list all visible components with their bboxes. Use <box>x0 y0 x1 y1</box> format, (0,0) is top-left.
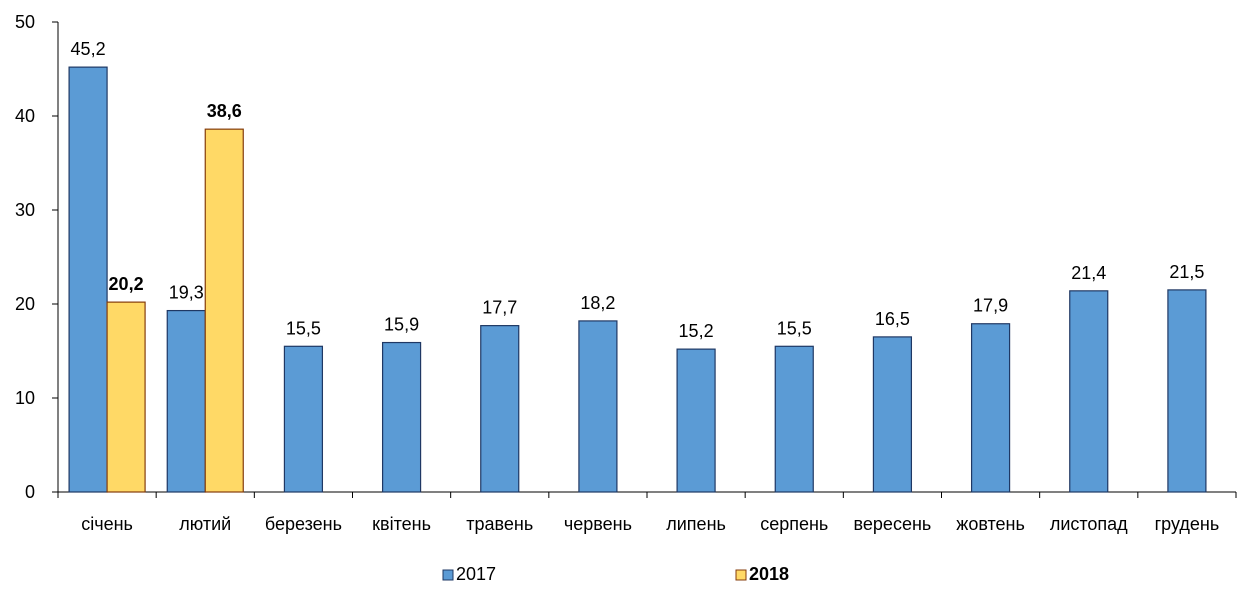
bar-2017 <box>480 325 520 493</box>
y-tick-label: 30 <box>15 200 35 220</box>
x-category-label: лютий <box>179 514 231 534</box>
data-label-2017: 18,2 <box>580 293 615 313</box>
x-category-label: грудень <box>1155 514 1220 534</box>
y-tick-label: 10 <box>15 388 35 408</box>
bar-2017 <box>166 309 206 493</box>
data-label-2017: 45,2 <box>71 39 106 59</box>
x-category-label: травень <box>466 514 533 534</box>
data-label-2017: 19,3 <box>169 283 204 303</box>
bar-2017 <box>872 336 913 493</box>
bars <box>68 66 1207 493</box>
x-axis: січень лютий березень квітень травень червень… <box>57 491 1237 534</box>
bar-2017 <box>1167 289 1207 493</box>
legend-label-2017: 2017 <box>456 564 496 584</box>
x-category-label: липень <box>666 514 726 534</box>
x-category-label: червень <box>564 514 632 534</box>
y-tick-label: 0 <box>25 482 35 502</box>
data-label-2017: 15,2 <box>679 321 714 341</box>
y-tick-label: 20 <box>15 294 35 314</box>
data-labels: 45,2 20,2 19,3 38,6 15,5 15,9 17,7 18,2 15,2 15,5… <box>71 39 1205 341</box>
data-label-2017: 15,9 <box>384 315 419 335</box>
y-axis: 0 10 20 30 40 50 <box>15 12 59 502</box>
bar-2017 <box>676 348 716 493</box>
x-category-label: квітень <box>372 514 431 534</box>
legend-label-2018: 2018 <box>749 564 789 584</box>
legend-swatch-2017 <box>442 569 454 581</box>
bar-2017 <box>774 345 814 493</box>
data-label-2017: 16,5 <box>875 309 910 329</box>
bar-2018 <box>204 128 244 493</box>
x-category-label: березень <box>265 514 342 534</box>
x-category-label: вересень <box>854 514 932 534</box>
data-label-2017: 21,4 <box>1071 263 1106 283</box>
bar-2017 <box>970 323 1011 493</box>
x-category-label: жовтень <box>956 514 1025 534</box>
data-label-2017: 17,9 <box>973 296 1008 316</box>
bar-2018 <box>106 301 146 493</box>
data-label-2017: 21,5 <box>1169 262 1204 282</box>
x-category-label: серпень <box>760 514 828 534</box>
bar-2017 <box>1069 290 1109 493</box>
x-category-label: січень <box>81 514 133 534</box>
data-label-2017: 15,5 <box>777 318 812 338</box>
bar-2017 <box>283 345 324 493</box>
legend: 2017 2018 <box>442 564 789 584</box>
y-tick-label: 40 <box>15 106 35 126</box>
x-category-label: листопад <box>1050 514 1128 534</box>
data-label-2017: 17,7 <box>482 298 517 318</box>
data-label-2017: 15,5 <box>286 318 321 338</box>
bar-2017 <box>578 320 618 493</box>
legend-swatch-2018 <box>735 569 747 581</box>
y-tick-label: 50 <box>15 12 35 32</box>
bar-2017 <box>381 341 422 493</box>
data-label-2018: 20,2 <box>109 274 144 294</box>
bar-2017 <box>68 66 108 493</box>
data-label-2018: 38,6 <box>207 101 242 121</box>
